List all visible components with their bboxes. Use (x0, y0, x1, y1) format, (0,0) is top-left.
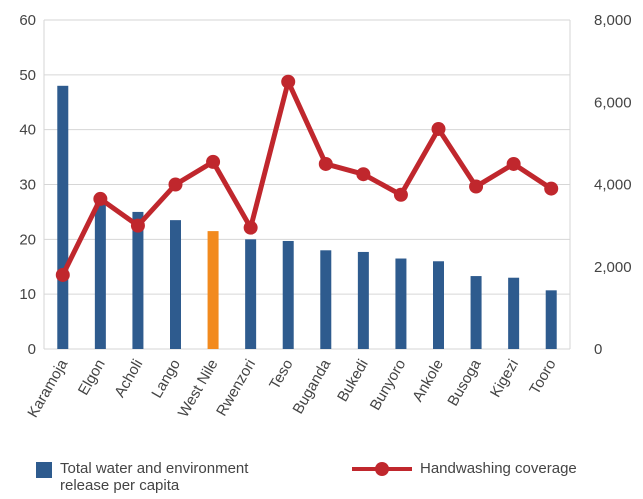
category-label: Busoga (444, 356, 484, 409)
category-label: Kigezi (487, 357, 522, 401)
category-label: Acholi (111, 357, 146, 401)
bar (395, 258, 407, 349)
bar (132, 211, 144, 349)
legend-line-label: Handwashing coverage (420, 460, 577, 477)
handwashing-point (544, 181, 559, 196)
handwashing-point (168, 177, 183, 192)
handwashing-point (206, 154, 221, 169)
category-label: Ankole (409, 357, 447, 405)
category-label: Lango (148, 357, 184, 402)
handwashing-point (506, 156, 521, 171)
handwashing-point (469, 179, 484, 194)
y-right-tick-label: 2,000 (594, 259, 632, 276)
handwashing-point (431, 121, 446, 136)
legend-item-line: Handwashing coverage (352, 460, 577, 477)
bar (545, 290, 557, 349)
category-label: Tooro (526, 357, 559, 398)
bar (508, 277, 520, 349)
handwashing-point (55, 267, 70, 282)
legend-bar-label-line1: Total water and environment (60, 460, 249, 477)
bar (433, 261, 444, 349)
chart-plot: 0 10 20 30 40 50 60 0 2,000 4,000 6,000 8,000 Karamo… (19, 12, 632, 421)
bar (357, 251, 369, 349)
legend: Total water and environment release per … (0, 456, 643, 499)
y-right-tick-label: 0 (594, 341, 602, 358)
category-label: Elgon (75, 357, 109, 399)
y-left-tick-label: 20 (19, 231, 36, 248)
legend-bar-swatch (36, 462, 52, 478)
y-left-tick-label: 60 (19, 12, 36, 29)
handwashing-point (393, 187, 408, 202)
legend-bar-label: Total water and environment release per … (60, 460, 248, 494)
bar (57, 85, 69, 350)
legend-item-bar: Total water and environment release per … (36, 460, 248, 494)
legend-bar-label-line2: release per capita (60, 477, 180, 494)
y-right-tick-label: 6,000 (594, 94, 632, 111)
handwashing-point (318, 156, 333, 171)
handwashing-point (281, 74, 296, 89)
bar (320, 250, 332, 349)
y-left-tick-label: 30 (19, 177, 36, 194)
handwashing-point (356, 167, 371, 182)
bar (207, 231, 219, 349)
category-label: Teso (266, 357, 297, 393)
bar (94, 195, 106, 349)
handwashing-point (130, 218, 145, 233)
y-left-tick-label: 10 (19, 286, 36, 303)
bar (282, 240, 294, 349)
handwashing-point (243, 220, 258, 235)
y-right-tick-label: 4,000 (594, 177, 632, 194)
legend-line-swatch (352, 460, 412, 476)
category-label: Bukedi (334, 357, 372, 405)
handwashing-line (60, 79, 553, 277)
handwashing-point (93, 191, 108, 206)
bar (170, 220, 181, 349)
y-left-tick-label: 50 (19, 67, 36, 84)
y-left-tick-label: 40 (19, 122, 36, 139)
category-label: Bunyoro (367, 357, 410, 414)
y-left-tick-label: 0 (28, 341, 36, 358)
category-label: Karamoja (24, 356, 71, 421)
y-right-tick-label: 8,000 (594, 12, 632, 29)
bar (470, 276, 482, 349)
bar (245, 239, 257, 349)
